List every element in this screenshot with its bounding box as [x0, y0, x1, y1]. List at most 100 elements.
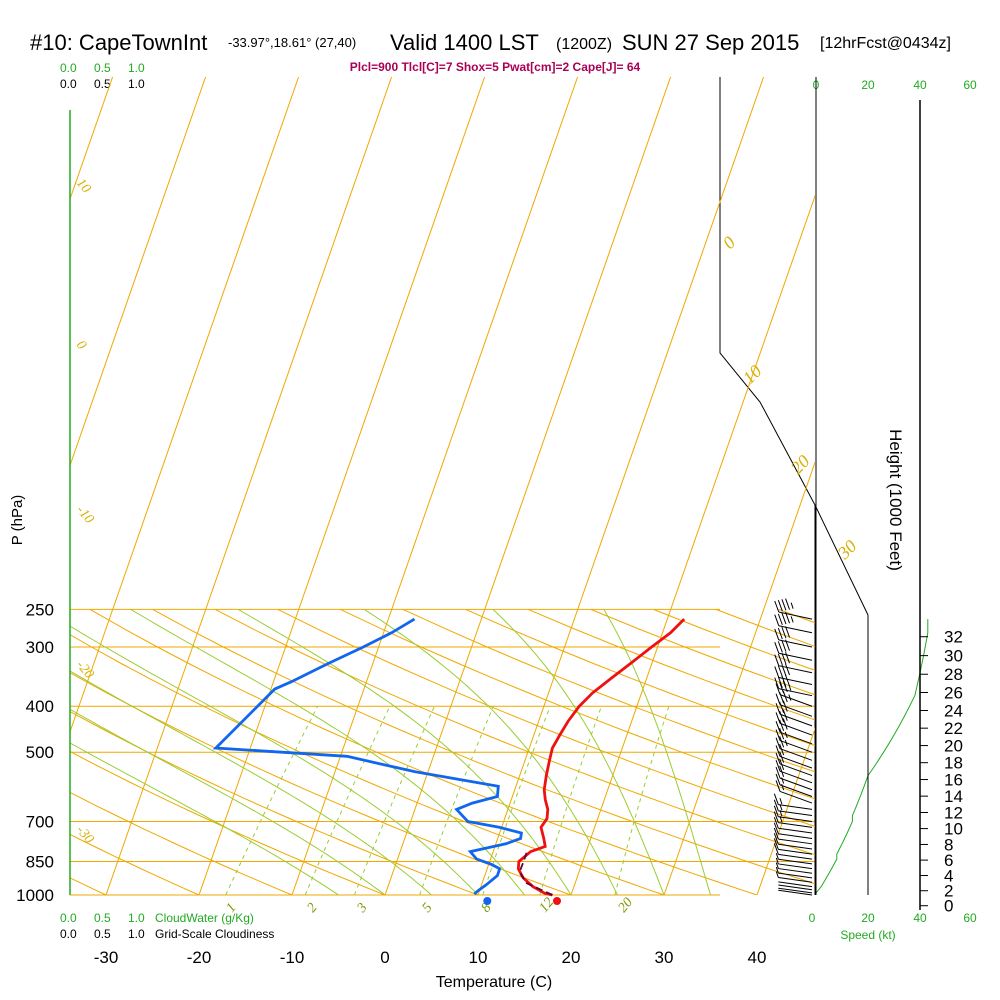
barb-feather [775, 712, 781, 724]
mixing-ratio-line [539, 706, 602, 895]
barb-shaft [778, 665, 813, 674]
barb-half-feather [775, 853, 779, 860]
barb-shaft [778, 611, 813, 620]
temperature-tick-label: -10 [280, 948, 305, 967]
scale-tick: 0.0 [60, 77, 77, 91]
barb-feather [777, 641, 783, 653]
surface-temp-marker [553, 897, 561, 905]
barb-feather [781, 599, 787, 611]
wind-speed-line [815, 619, 929, 895]
wind-barb [773, 799, 813, 817]
isotherm-line [477, 77, 765, 895]
barb-shaft [778, 884, 813, 891]
barb-feather [777, 653, 783, 666]
barb-feather [774, 614, 780, 626]
wind-barb [778, 881, 813, 888]
barb-half-feather [779, 797, 783, 805]
moist-adiabat [70, 708, 386, 895]
barb-shaft [779, 755, 813, 769]
mixing-ratio-label: 20 [616, 895, 636, 915]
barb-shaft [779, 722, 813, 736]
dry-adiabat-label: 0 [719, 232, 740, 253]
mixing-ratio-label: 2 [305, 901, 321, 916]
scale-tick: 0.5 [94, 77, 111, 91]
scale-tick: 1.0 [128, 77, 145, 91]
x-axis-label: Temperature (C) [436, 974, 552, 991]
dry-adiabat [70, 634, 665, 895]
speed-tick: 40 [913, 911, 927, 925]
isotherm-line [663, 460, 815, 895]
barb-feather [775, 693, 781, 705]
moist-adiabat [70, 670, 432, 895]
zulu-time: (1200Z) [556, 36, 612, 53]
barb-shaft [778, 848, 813, 855]
barb-feather [785, 626, 791, 638]
barb-half-feather [775, 871, 779, 878]
pressure-tick-label: 400 [26, 697, 54, 716]
barb-feather [773, 793, 779, 805]
isotherm-line [384, 77, 672, 895]
barb-shaft [779, 770, 813, 784]
wind-barb [774, 652, 813, 674]
isotherm-line [70, 77, 114, 201]
mixing-ratio-line [225, 705, 319, 895]
height-tick-label: 18 [944, 754, 963, 773]
isotherm-line [850, 77, 1000, 895]
isotherm-line [70, 77, 300, 734]
wind-barb [774, 663, 813, 686]
barb-half-feather [790, 616, 794, 623]
speed-tick: 20 [861, 78, 875, 92]
barb-shaft [778, 625, 813, 634]
barb-feather [779, 719, 785, 731]
barb-feather [779, 736, 785, 748]
barb-shaft [778, 804, 813, 810]
barb-feather [781, 640, 787, 652]
barb-shaft [778, 810, 813, 817]
scale-tick: 0.0 [60, 911, 77, 925]
height-tick-label: 0 [944, 897, 953, 916]
isotherm-label: 10 [73, 176, 93, 196]
speed-tick: 20 [861, 911, 875, 925]
temperature-tick-label: 30 [655, 948, 674, 967]
barb-shaft [779, 790, 813, 804]
barb-feather [777, 613, 783, 626]
barb-shaft [779, 713, 813, 727]
barb-shaft [778, 688, 813, 697]
isotherm-line [756, 727, 815, 895]
barb-shaft [778, 863, 813, 870]
barb-shaft [778, 822, 813, 828]
isotherm-label: -20 [73, 658, 96, 682]
barb-feather [775, 729, 781, 741]
plot-boundary [719, 77, 816, 895]
top-cloudiness-scale: 0.0 0.5 1.0 [60, 77, 145, 91]
dry-adiabat [465, 608, 815, 747]
wind-barb [775, 700, 813, 727]
temperature-tick-label: -20 [187, 948, 212, 967]
mixing-ratio-label: 12 [537, 895, 557, 915]
wind-barb [774, 598, 813, 620]
wind-barb [773, 838, 813, 855]
moist-adiabat [492, 609, 665, 895]
barb-feather [785, 674, 791, 687]
height-tick-label: 10 [944, 820, 963, 839]
barb-feather [773, 843, 779, 855]
speed-label: Speed (kt) [840, 928, 895, 942]
barb-shaft [778, 877, 813, 883]
barb-shaft [779, 740, 813, 753]
barb-feather [774, 654, 780, 666]
mixing-ratio-label: 3 [354, 901, 371, 917]
isobars [70, 77, 816, 896]
barb-shaft [778, 887, 813, 894]
barb-feather [785, 663, 791, 676]
wind-barb [775, 866, 813, 879]
wind-barb [775, 862, 813, 874]
scale-tick: 0.5 [94, 927, 111, 941]
surface-dewpoint-marker [483, 897, 492, 905]
height-tick-label: 16 [944, 771, 963, 790]
dry-adiabat [70, 791, 293, 895]
barb-shaft [778, 639, 813, 648]
barb-feather [773, 838, 779, 850]
wind-barb [778, 889, 813, 896]
valid-time: Valid 1400 LST [390, 30, 539, 55]
height-tick-label: 30 [944, 647, 963, 666]
